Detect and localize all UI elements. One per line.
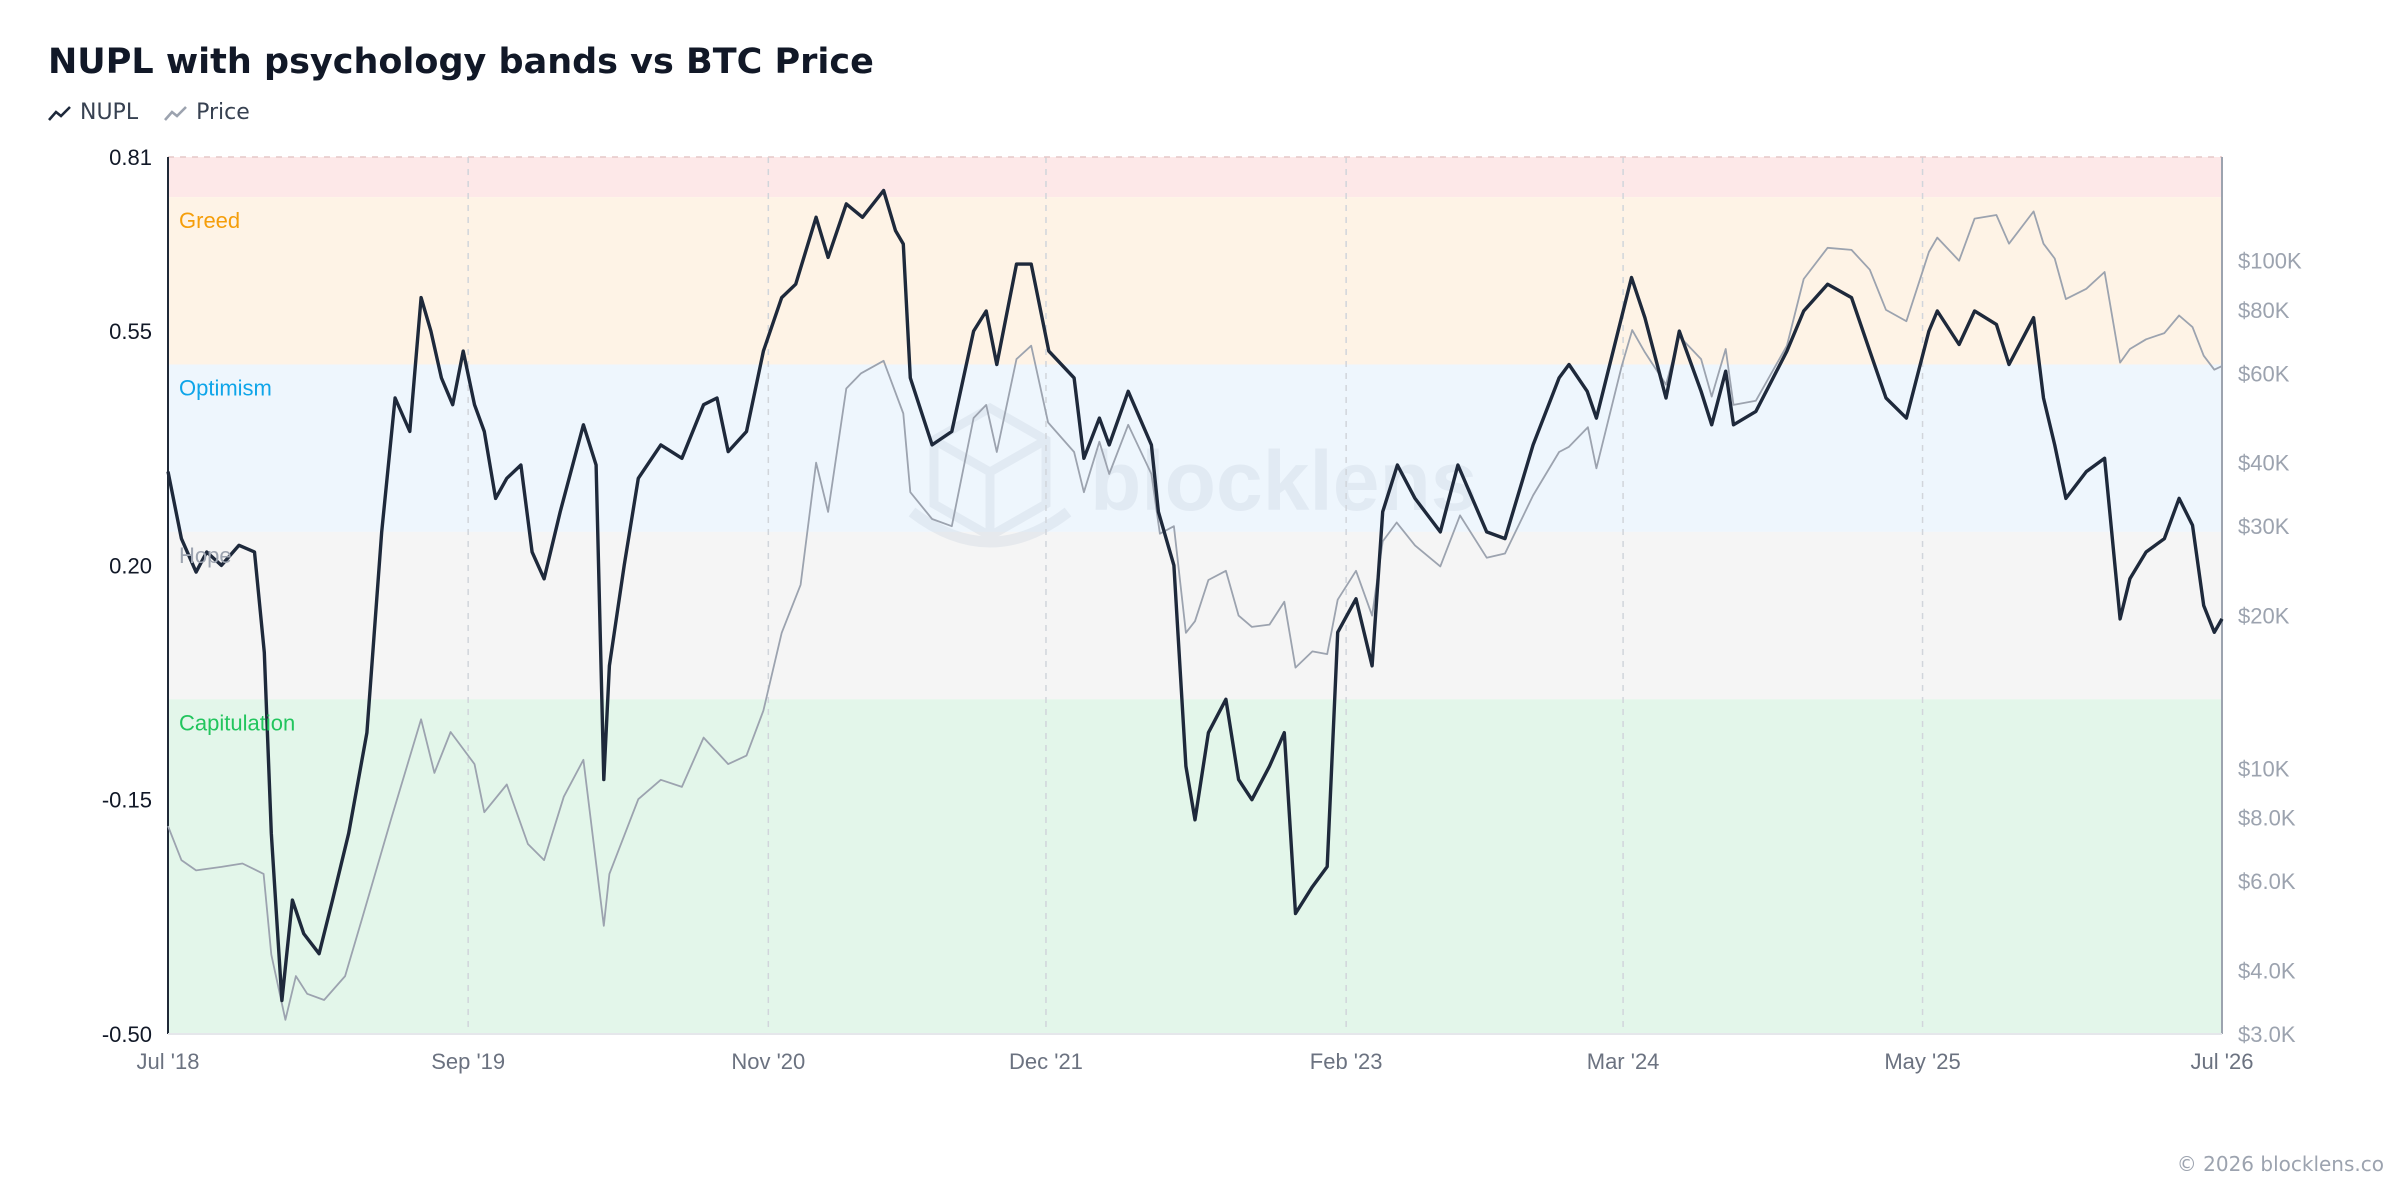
band-optimism (168, 364, 2222, 532)
y-left-tick-label: -0.15 (102, 788, 152, 813)
footer-credit: © 2026 blocklens.co (2176, 1152, 2384, 1176)
y-right-tick-label: $40K (2238, 451, 2290, 476)
watermark: blocklens (908, 402, 1477, 548)
series-lines (166, 188, 2224, 1021)
cube-logo-icon (908, 402, 1072, 548)
legend-item-price[interactable]: Price (164, 100, 250, 125)
y-right-tick-label: $100K (2238, 249, 2302, 274)
band-labels: Greed Optimism Hope Capitulation (179, 208, 295, 735)
line-series-icon (164, 105, 188, 121)
y-right-tick-label: $6.0K (2238, 869, 2296, 894)
x-tick-label: Jul '18 (137, 1049, 200, 1074)
band-label-optimism: Optimism (179, 376, 272, 401)
x-tick-label: Feb '23 (1310, 1049, 1383, 1074)
chart-title: NUPL with psychology bands vs BTC Price (48, 42, 874, 82)
y-right-tick-label: $60K (2238, 361, 2290, 386)
band-capitulation (168, 699, 2222, 1034)
x-tick-label: Mar '24 (1587, 1049, 1660, 1074)
band-hope (168, 531, 2222, 700)
watermark-text: blocklens (1090, 434, 1477, 528)
x-tick-label: Dec '21 (1009, 1049, 1083, 1074)
line-series-icon (48, 105, 71, 121)
band-label-hope: Hope (179, 543, 232, 568)
y-right-tick-label: $80K (2238, 298, 2290, 323)
legend-item-nupl[interactable]: NUPL (48, 100, 138, 125)
band-label-capitulation: Capitulation (179, 710, 295, 735)
y-right-tick-label: $4.0K (2238, 959, 2296, 984)
series-line-price (167, 210, 2223, 1021)
band-label-greed: Greed (179, 208, 240, 233)
y-right-tick-label: $30K (2238, 514, 2290, 539)
y-right-tick-label: $3.0K (2238, 1022, 2296, 1047)
x-tick-label: Nov '20 (731, 1049, 805, 1074)
band-extreme-greed (168, 157, 2222, 198)
x-tick-label: May '25 (1884, 1049, 1960, 1074)
y-right-tick-label: $8.0K (2238, 806, 2296, 831)
psychology-bands (168, 157, 2222, 1034)
x-tick-label: Sep '19 (431, 1049, 505, 1074)
legend-label-price: Price (196, 100, 250, 125)
y-left-tick-label: 0.20 (109, 553, 152, 578)
legend-label-nupl: NUPL (80, 100, 139, 125)
axes: Jul '18 Sep '19 Nov '20 Dec '21 Feb '23 Mar '… (102, 145, 2302, 1074)
x-tick-label: Jul '26 (2191, 1049, 2254, 1074)
y-left-tick-label: 0.81 (109, 145, 152, 170)
y-left-tick-label: 0.55 (109, 319, 152, 344)
series-line-nupl (166, 188, 2224, 1003)
band-greed (168, 197, 2222, 365)
legend: NUPL Price (48, 100, 276, 125)
y-left-tick-label: -0.50 (102, 1022, 152, 1047)
y-right-tick-label: $20K (2238, 604, 2290, 629)
y-right-tick-label: $10K (2238, 756, 2290, 781)
